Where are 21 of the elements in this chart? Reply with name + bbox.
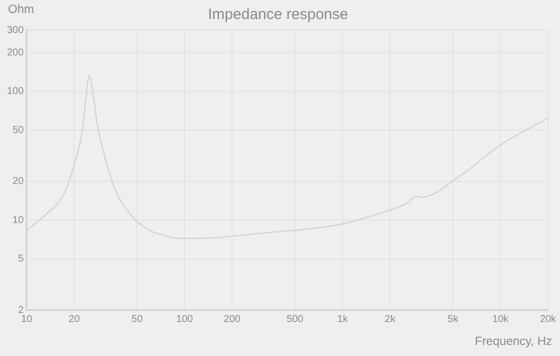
x-tick-label: 20: [68, 314, 80, 325]
y-tick-label: 20: [12, 176, 24, 188]
x-tick-label: 5k: [448, 314, 460, 325]
y-tick-label: 200: [6, 47, 24, 58]
y-tick-label: 5: [18, 254, 24, 265]
y-tick-label: 2: [18, 304, 24, 316]
y-tick-label: 10: [12, 214, 24, 226]
x-tick-label: 10k: [492, 314, 510, 325]
x-tick-label: 50: [132, 314, 144, 325]
y-tick-label: 100: [6, 86, 24, 98]
x-tick-label: 20k: [540, 314, 558, 325]
y-tick-label: 50: [12, 124, 24, 136]
x-tick-label: 200: [224, 314, 241, 325]
x-tick-label: 100: [176, 314, 194, 325]
y-tick-label: 300: [6, 24, 24, 36]
x-tick-label: 500: [286, 314, 304, 325]
x-tick-label: 2k: [384, 314, 396, 325]
x-tick-label: 1k: [337, 314, 349, 325]
x-axis-title: Frequency, Hz: [474, 334, 552, 348]
y-axis-title: Ohm: [8, 2, 34, 16]
chart-title: Impedance response: [208, 6, 348, 23]
